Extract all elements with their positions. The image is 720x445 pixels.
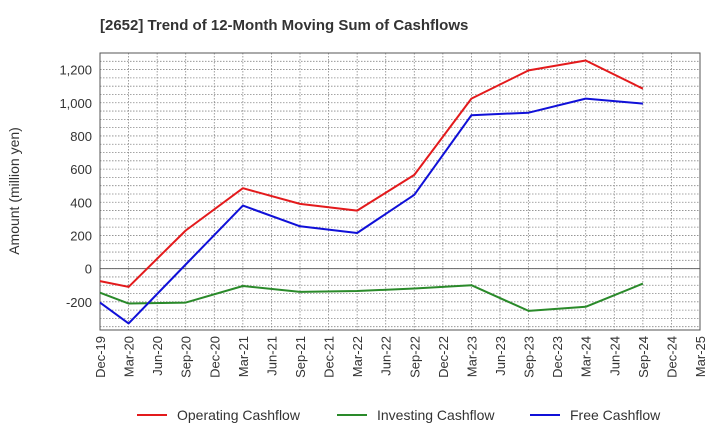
x-tick-label: Dec-24: [664, 336, 679, 378]
y-tick-label: 1,000: [59, 96, 92, 111]
y-tick-labels: -200 0 200 400 600 800 1,000 1,200: [59, 63, 92, 310]
x-tick-label: Mar-21: [236, 336, 251, 377]
legend-label-investing-cashflow: Investing Cashflow: [377, 407, 495, 423]
grid-lines: [99, 52, 701, 330]
x-tick-label: Mar-23: [464, 336, 479, 377]
x-tick-label: Dec-22: [436, 336, 451, 378]
x-tick-labels: Dec-19 Mar-20 Jun-20 Sep-20 Dec-20 Mar-21 Jun-…: [93, 336, 708, 378]
free-cashflow-line: [99, 97, 643, 325]
y-tick-label: 0: [85, 262, 92, 277]
plot-area-frame: [99, 52, 701, 331]
series-layer: [99, 59, 644, 325]
y-tick-label: -200: [66, 295, 92, 310]
x-tick-label: Dec-21: [322, 336, 337, 378]
x-tick-label: Sep-22: [407, 336, 422, 378]
x-tick-label: Dec-19: [93, 336, 108, 378]
y-tick-label: 800: [70, 129, 92, 144]
legend-label-free-cashflow: Free Cashflow: [570, 407, 661, 423]
x-tick-label: Jun-22: [379, 336, 394, 376]
x-tick-label: Sep-20: [179, 336, 194, 378]
x-tick-label: Dec-23: [550, 336, 565, 378]
x-tick-label: Jun-24: [607, 336, 622, 376]
y-tick-label: 200: [70, 228, 92, 243]
x-tick-label: Sep-24: [636, 336, 651, 378]
y-axis-label: Amount (million yen): [6, 127, 22, 255]
x-tick-label: Dec-20: [207, 336, 222, 378]
x-tick-label: Mar-25: [693, 336, 708, 377]
x-tick-label: Mar-20: [122, 336, 137, 377]
legend-label-operating-cashflow: Operating Cashflow: [177, 407, 301, 423]
chart-title: [2652] Trend of 12-Month Moving Sum of C…: [100, 17, 468, 34]
x-tick-label: Mar-24: [579, 336, 594, 377]
x-tick-label: Sep-21: [293, 336, 308, 378]
legend: Operating Cashflow Investing Cashflow Free…: [137, 407, 661, 423]
x-tick-label: Jun-20: [150, 336, 165, 376]
x-tick-label: Mar-22: [350, 336, 365, 377]
x-tick-label: Jun-21: [264, 336, 279, 376]
y-tick-label: 1,200: [59, 63, 92, 78]
x-tick-label: Jun-23: [493, 336, 508, 376]
y-tick-label: 400: [70, 195, 92, 210]
x-tick-label: Sep-23: [522, 336, 537, 378]
y-tick-label: 600: [70, 162, 92, 177]
investing-cashflow-line: [99, 282, 644, 312]
operating-cashflow-line: [99, 59, 644, 288]
